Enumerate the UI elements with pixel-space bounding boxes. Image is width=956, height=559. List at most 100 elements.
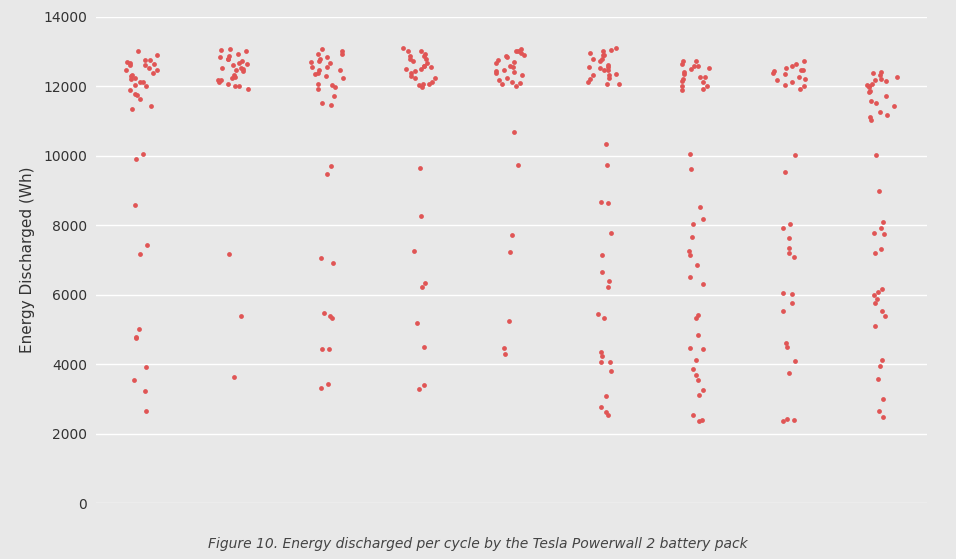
Point	[889, 72, 904, 81]
Point	[224, 74, 239, 83]
Point	[325, 314, 340, 323]
Point	[789, 59, 804, 68]
Point	[417, 61, 432, 70]
Point	[695, 344, 710, 353]
Point	[336, 74, 351, 83]
Point	[123, 74, 139, 83]
Point	[405, 56, 421, 65]
Point	[402, 52, 418, 61]
Point	[508, 81, 523, 90]
Point	[214, 64, 229, 73]
Point	[418, 49, 433, 58]
Point	[324, 162, 339, 170]
Point	[599, 79, 615, 88]
Point	[875, 307, 890, 316]
Point	[503, 248, 518, 257]
Point	[785, 290, 800, 299]
Point	[335, 47, 350, 56]
Point	[677, 70, 692, 79]
Point	[414, 83, 429, 92]
Point	[600, 62, 616, 71]
Point	[409, 319, 424, 328]
Text: Figure 10. Energy discharged per cycle by the Tesla Powerwall 2 battery pack: Figure 10. Energy discharged per cycle b…	[208, 537, 748, 551]
Point	[600, 60, 616, 69]
Point	[138, 55, 153, 64]
Point	[879, 110, 894, 119]
Point	[141, 63, 157, 72]
Point	[322, 59, 337, 68]
Point	[320, 379, 336, 388]
Point	[796, 82, 812, 91]
Point	[686, 62, 702, 71]
Point	[222, 44, 237, 53]
Point	[873, 74, 888, 83]
Point	[491, 75, 507, 84]
Point	[594, 268, 609, 277]
Point	[402, 72, 418, 81]
Point	[417, 279, 432, 288]
Point	[608, 44, 623, 53]
Point	[130, 91, 145, 100]
Point	[775, 224, 791, 233]
Point	[870, 287, 885, 296]
Point	[863, 97, 879, 106]
Point	[688, 314, 704, 323]
Point	[688, 356, 704, 364]
Point	[127, 80, 142, 89]
Point	[787, 253, 802, 262]
Point	[311, 69, 326, 78]
Point	[150, 65, 165, 74]
Point	[675, 86, 690, 94]
Point	[314, 344, 329, 353]
Point	[517, 50, 532, 59]
Point	[514, 71, 530, 80]
Point	[128, 74, 143, 83]
Point	[135, 77, 150, 86]
Point	[871, 406, 886, 415]
Point	[690, 310, 706, 319]
Point	[594, 348, 609, 357]
Point	[865, 79, 880, 88]
Point	[594, 358, 609, 367]
Point	[498, 51, 513, 60]
Point	[696, 85, 711, 94]
Point	[119, 65, 134, 74]
Point	[879, 92, 894, 101]
Point	[689, 260, 705, 269]
Point	[874, 285, 889, 293]
Point	[867, 229, 882, 238]
Point	[325, 258, 340, 267]
Point	[692, 72, 707, 81]
Point	[505, 63, 520, 72]
Point	[676, 67, 691, 76]
Point	[412, 163, 427, 172]
Point	[596, 46, 611, 55]
Point	[869, 295, 884, 304]
Point	[416, 79, 431, 88]
Point	[595, 251, 610, 260]
Point	[403, 69, 419, 78]
Point	[512, 79, 528, 88]
Point	[595, 351, 610, 360]
Point	[494, 80, 510, 89]
Point	[861, 83, 877, 92]
Point	[594, 54, 609, 63]
Point	[313, 55, 328, 64]
Point	[412, 385, 427, 394]
Point	[775, 306, 791, 315]
Point	[778, 63, 793, 72]
Point	[600, 65, 616, 74]
Point	[876, 394, 891, 403]
Point	[414, 65, 429, 74]
Point	[684, 65, 699, 74]
Point	[797, 74, 813, 83]
Point	[417, 61, 432, 70]
Point	[128, 333, 143, 342]
Point	[333, 66, 348, 75]
Point	[497, 65, 512, 74]
Point	[240, 84, 255, 93]
Point	[235, 67, 250, 75]
Point	[600, 410, 616, 419]
Point	[597, 313, 612, 322]
Point	[781, 244, 796, 253]
